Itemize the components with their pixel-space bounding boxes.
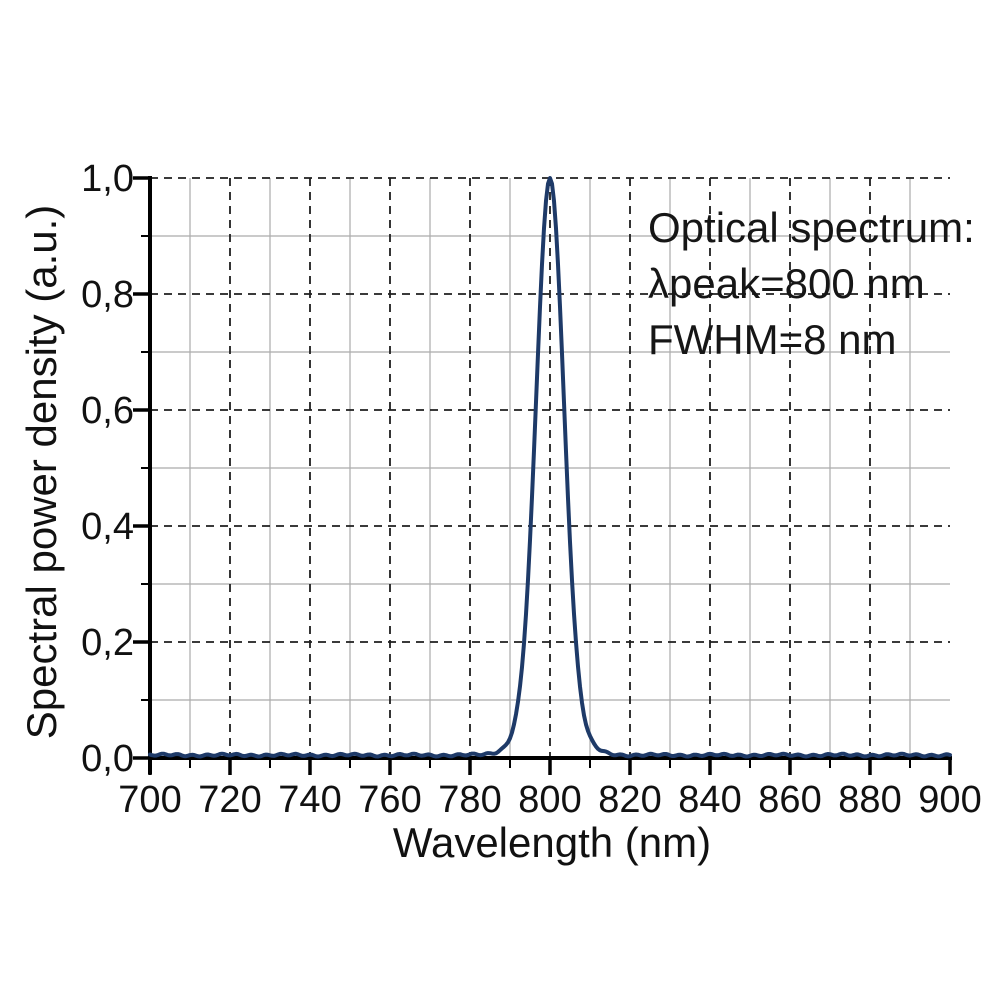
annotation-box: Optical spectrum: λpeak=800 nm FWHM=8 nm bbox=[648, 200, 975, 368]
y-tick-label: 0,4 bbox=[81, 506, 134, 548]
x-tick-label: 820 bbox=[598, 779, 661, 821]
x-tick-label: 720 bbox=[198, 779, 261, 821]
y-tick-label: 0,2 bbox=[81, 622, 134, 664]
y-tick-label: 0,6 bbox=[81, 390, 134, 432]
x-axis-title: Wavelength (nm) bbox=[392, 819, 712, 866]
spectrum-curve bbox=[148, 176, 952, 759]
x-tick-label: 780 bbox=[438, 779, 501, 821]
annotation-line-peak: λpeak=800 nm bbox=[648, 260, 925, 307]
x-tick-label: 700 bbox=[118, 779, 181, 821]
y-axis-title: Spectral power density (a.u.) bbox=[18, 204, 65, 740]
x-tick-label: 880 bbox=[838, 779, 901, 821]
x-tick-label: 860 bbox=[758, 779, 821, 821]
y-tick-label: 0,8 bbox=[81, 274, 134, 316]
x-tick-label: 840 bbox=[678, 779, 741, 821]
y-tick-labels: 0,0 0,2 0,4 0,6 0,8 1,0 bbox=[81, 158, 134, 780]
x-tick-label: 800 bbox=[518, 779, 581, 821]
x-tick-labels: 700 720 740 760 780 800 820 840 860 880 900 bbox=[118, 779, 981, 821]
x-tick-label: 900 bbox=[918, 779, 981, 821]
annotation-line-fwhm: FWHM=8 nm bbox=[648, 316, 897, 363]
x-tick-label: 740 bbox=[278, 779, 341, 821]
annotation-line-title: Optical spectrum: bbox=[648, 204, 975, 251]
y-tick-label: 1,0 bbox=[81, 158, 134, 200]
x-tick-label: 760 bbox=[358, 779, 421, 821]
axes bbox=[148, 176, 952, 774]
y-tick-label: 0,0 bbox=[81, 738, 134, 780]
